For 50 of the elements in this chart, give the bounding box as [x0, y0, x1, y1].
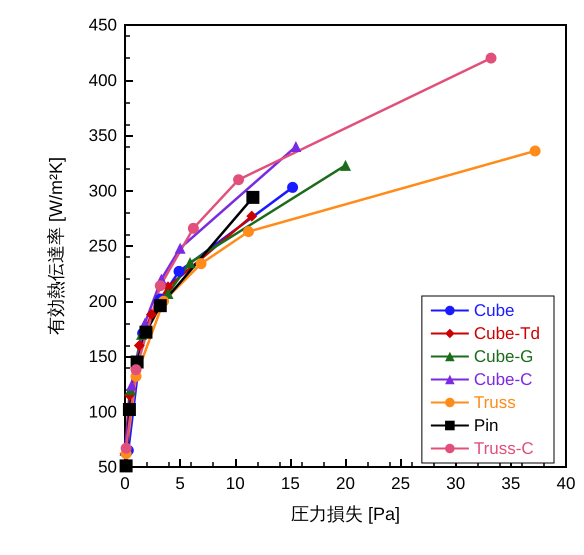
legend-label: Truss-C — [474, 439, 534, 458]
legend-label: Pin — [474, 416, 498, 435]
point — [174, 242, 186, 254]
point — [126, 380, 138, 391]
point — [340, 160, 351, 171]
legend-label: Truss — [474, 393, 516, 412]
legend-label: Cube-C — [474, 370, 532, 389]
y-tick-label: 100 — [88, 402, 117, 422]
point — [154, 299, 167, 312]
point — [246, 210, 258, 222]
legend-label: Cube-G — [474, 347, 534, 366]
x-axis-title: 圧力損失 [Pa] — [290, 504, 400, 524]
legend-label: Cube-Td — [474, 324, 540, 343]
point — [290, 141, 302, 152]
point — [130, 364, 142, 376]
point — [146, 309, 157, 320]
x-tick-label: 30 — [446, 474, 466, 493]
point — [196, 258, 207, 270]
point — [246, 190, 260, 204]
point — [287, 182, 298, 193]
point — [139, 326, 152, 339]
y-tick-label: 350 — [88, 126, 117, 145]
point — [154, 280, 166, 292]
x-tick-label: 5 — [175, 474, 185, 493]
point — [122, 403, 136, 416]
x-tick-label: 25 — [391, 474, 410, 493]
x-tick-label: 10 — [226, 474, 245, 493]
point — [120, 459, 133, 472]
point — [184, 257, 196, 268]
point — [134, 340, 145, 351]
y-tick-label: 150 — [88, 347, 117, 366]
y-tick-label: 250 — [88, 236, 117, 256]
point — [188, 222, 199, 234]
point — [530, 145, 541, 156]
y-tick-label: 200 — [88, 292, 117, 311]
y-tick-label: 300 — [88, 181, 117, 200]
y-tick-label: 50 — [98, 458, 117, 476]
legend-label: Cube — [474, 301, 514, 320]
y-tick-label: 400 — [88, 70, 117, 90]
point — [242, 226, 254, 238]
x-tick-label: 40 — [556, 474, 576, 493]
x-tick-label: 0 — [120, 474, 130, 493]
point — [174, 266, 185, 277]
point — [233, 174, 244, 186]
x-tick-label: 35 — [501, 474, 520, 493]
x-tick-label: 15 — [280, 474, 300, 493]
x-tick-label: 20 — [336, 474, 355, 493]
y-tick-label: 450 — [88, 16, 117, 34]
y-axis-title: 有効熱伝達率 [W/m²K] — [46, 157, 66, 335]
point — [486, 52, 497, 64]
